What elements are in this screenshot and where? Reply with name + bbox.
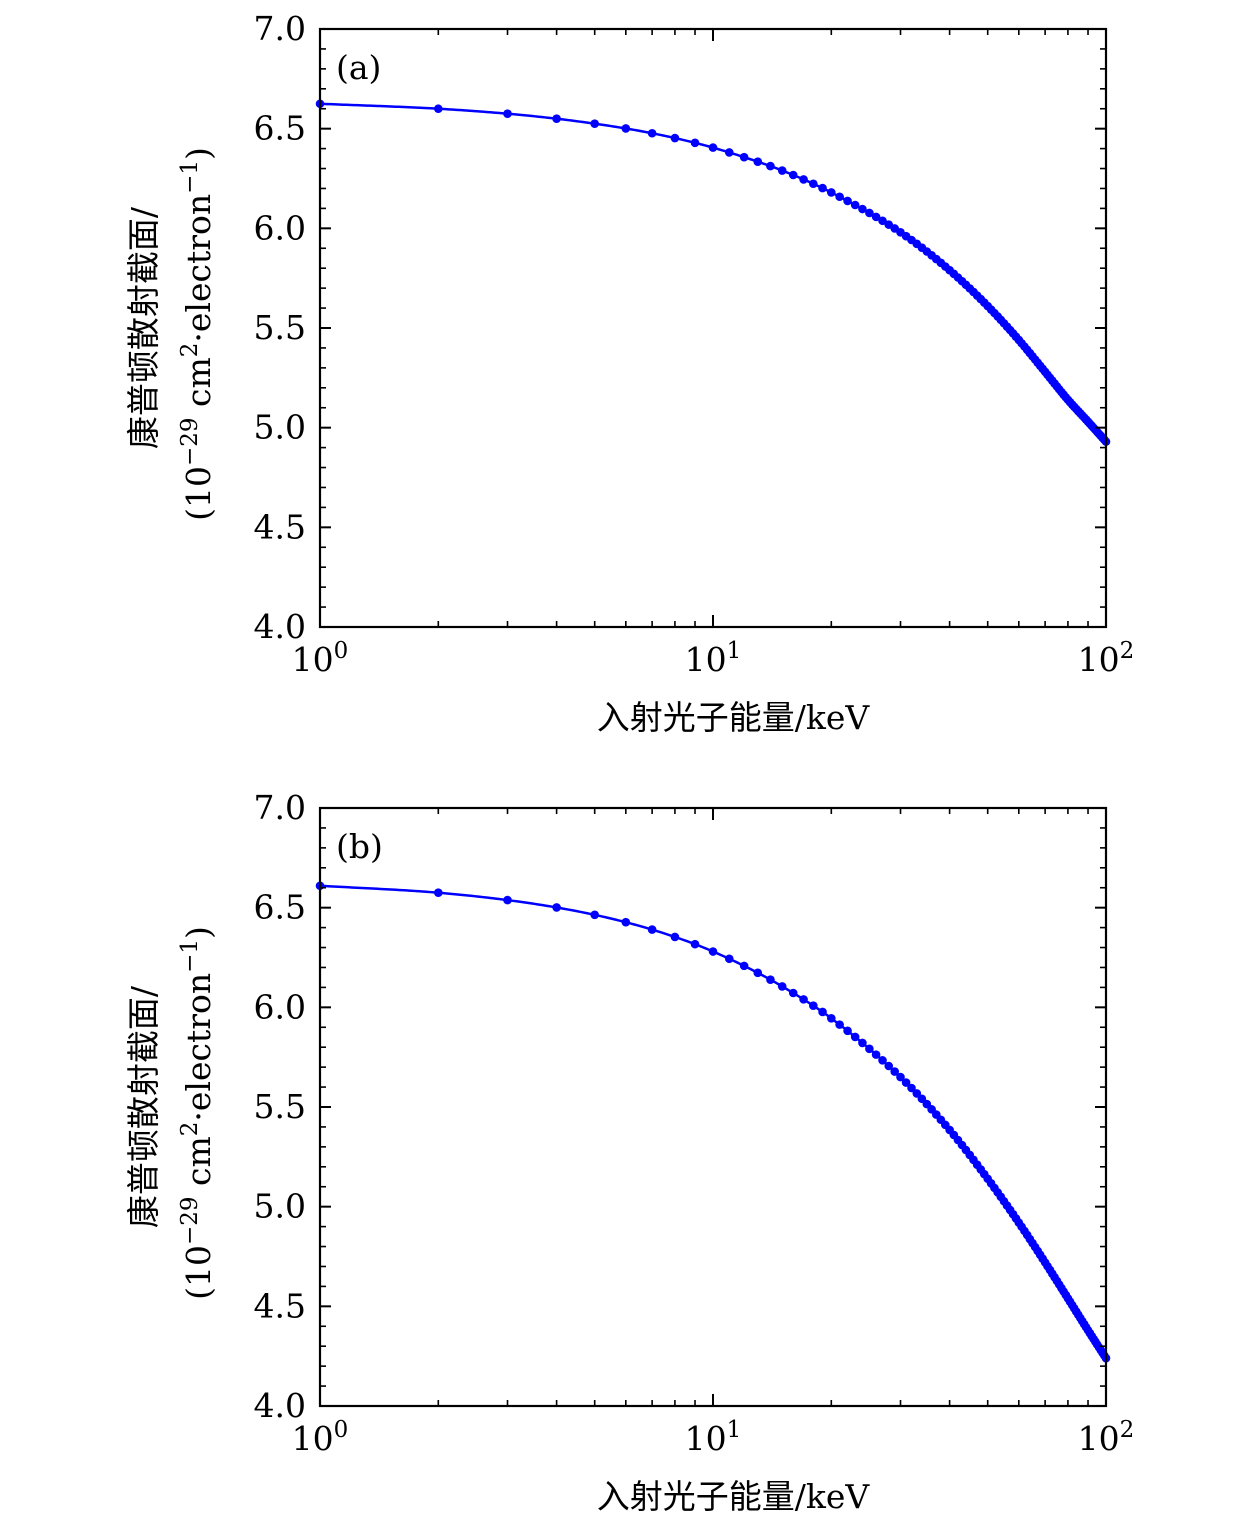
data-point	[835, 192, 844, 202]
data-point	[708, 143, 718, 152]
data-point	[809, 1001, 818, 1010]
data-point	[647, 128, 657, 138]
panel-label: (b)	[336, 827, 383, 866]
data-point	[878, 216, 887, 226]
data-point	[858, 204, 867, 214]
data-point	[753, 157, 763, 166]
y-axis-label-line2: (10−29 cm2·electron−1)	[177, 147, 218, 521]
data-point	[884, 1061, 894, 1071]
series-line	[319, 884, 1108, 1359]
data-point	[670, 133, 680, 143]
y-tick-label: 4.0	[254, 607, 306, 646]
data-point	[708, 947, 718, 956]
data-point	[777, 982, 787, 991]
plot-frame	[318, 806, 1108, 1408]
panel-label: (a)	[336, 48, 381, 87]
data-point	[896, 1072, 905, 1082]
y-tick-label: 6.5	[254, 888, 306, 927]
data-point	[818, 1007, 827, 1017]
x-tick-label: 101	[685, 1417, 742, 1458]
data-point	[827, 1014, 836, 1023]
x-tick-label: 101	[685, 638, 742, 679]
data-point	[503, 109, 512, 119]
y-tick-label: 4.5	[254, 1286, 306, 1325]
data-point	[647, 925, 657, 934]
data-point	[621, 917, 631, 927]
data-point	[850, 1032, 860, 1042]
data-point	[552, 114, 561, 123]
data-point	[690, 138, 700, 148]
data-point	[907, 1083, 916, 1093]
y-tick-label: 5.0	[254, 1187, 306, 1226]
series-line	[319, 102, 1107, 443]
data-point	[766, 975, 775, 984]
y-tick-label: 7.0	[254, 9, 306, 48]
x-tick-label: 102	[1078, 1417, 1135, 1458]
y-tick-label: 6.0	[254, 208, 306, 247]
y-axis-label-line1: 康普顿散射截面/	[124, 206, 163, 449]
y-axis-label-line1: 康普顿散射截面/	[124, 985, 163, 1228]
x-tick-label: 100	[292, 1417, 349, 1458]
data-point	[843, 196, 852, 206]
chart-panel-1: 4.0 4.5 5.0 5.5 6.0 6.5 7.0 100 101 102 (b) 入射光子能量/…	[124, 788, 1134, 1516]
x-axis-label: 入射光子能量/keV	[597, 698, 871, 737]
y-tick-label: 7.0	[254, 788, 306, 827]
data-point	[818, 183, 827, 193]
data-point	[871, 1050, 881, 1059]
y-tick-label: 4.5	[254, 507, 306, 546]
y-tick-label: 5.5	[254, 1087, 306, 1126]
data-point	[827, 188, 836, 197]
x-axis-label: 入射光子能量/keV	[597, 1477, 871, 1516]
data-point	[503, 895, 512, 905]
data-point	[871, 212, 881, 222]
data-point	[890, 1067, 900, 1076]
data-point	[858, 1038, 867, 1048]
data-point	[843, 1026, 852, 1036]
data-point	[621, 124, 631, 133]
data-point	[690, 939, 700, 949]
y-tick-label: 5.0	[254, 408, 306, 447]
data-point	[788, 170, 798, 180]
data-point	[590, 119, 599, 128]
data-point	[865, 208, 874, 218]
data-point	[901, 1078, 911, 1087]
data-point	[865, 1044, 874, 1054]
data-point	[809, 179, 818, 189]
data-point	[777, 166, 787, 175]
y-tick-label: 6.0	[254, 987, 306, 1026]
data-point	[434, 104, 443, 114]
data-point	[434, 888, 443, 898]
data-point	[724, 148, 734, 157]
plot-frame	[318, 27, 1108, 629]
data-point	[912, 1089, 922, 1098]
data-point	[799, 995, 808, 1004]
data-point	[850, 200, 860, 210]
y-tick-label: 6.5	[254, 109, 306, 148]
y-tick-label: 5.5	[254, 308, 306, 347]
y-axis-label-line2: (10−29 cm2·electron−1)	[177, 926, 218, 1300]
data-point	[766, 161, 775, 171]
data-point	[552, 903, 561, 912]
data-point	[670, 932, 680, 942]
data-point	[739, 152, 749, 162]
data-point	[878, 1056, 887, 1065]
data-point	[835, 1020, 844, 1029]
data-point	[799, 175, 808, 184]
x-tick-label: 102	[1078, 638, 1135, 679]
data-point	[753, 968, 763, 978]
x-tick-label: 100	[292, 638, 349, 679]
chart-panel-0: 4.0 4.5 5.0 5.5 6.0 6.5 7.0 100 101 102 (a) 入射光子能量/…	[124, 9, 1134, 737]
data-point	[724, 954, 734, 964]
y-tick-label: 4.0	[254, 1386, 306, 1425]
data-point	[739, 961, 749, 971]
data-point	[788, 988, 798, 998]
data-point	[590, 910, 599, 920]
